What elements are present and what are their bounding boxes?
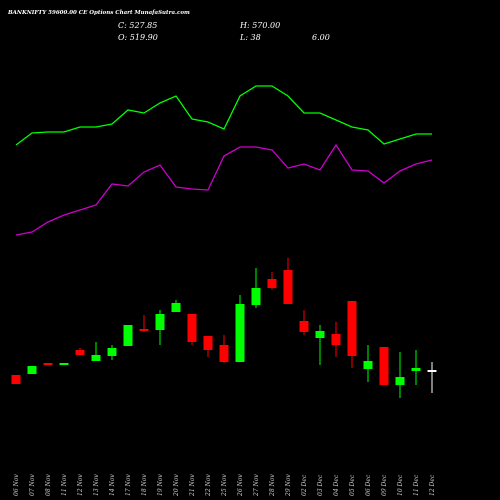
candle-body: [11, 375, 21, 384]
x-tick-label: 18 Nov: [141, 474, 148, 496]
x-tick-label: 03 Dec: [317, 474, 324, 496]
candle-body: [59, 363, 69, 365]
x-tick-label: 04 Dec: [333, 474, 340, 496]
candle-body: [379, 347, 389, 385]
candle-body: [299, 321, 309, 332]
candle-body: [427, 370, 437, 372]
candle-body: [203, 336, 213, 350]
x-tick-label: 14 Nov: [109, 474, 116, 496]
x-tick-label: 02 Dec: [301, 474, 308, 496]
x-tick-label: 09 Dec: [381, 474, 388, 496]
chart-title: BANKNIFTY 59600.00 CE Options Chart Muna…: [7, 10, 190, 16]
candle-body: [283, 270, 293, 304]
candle-body: [43, 363, 53, 365]
x-tick-label: 06 Nov: [13, 474, 20, 496]
x-tick-label: 12 Dec: [429, 474, 436, 496]
x-tick-label: 05 Dec: [349, 474, 356, 496]
x-tick-label: 19 Nov: [157, 474, 164, 496]
x-tick-label: 11 Dec: [413, 474, 420, 496]
x-tick-label: 27 Nov: [253, 474, 260, 497]
x-tick-label: 07 Nov: [29, 474, 36, 496]
x-tick-label: 26 Nov: [237, 474, 244, 497]
x-tick-label: 11 Nov: [61, 474, 68, 496]
x-tick-label: 21 Nov: [189, 474, 196, 497]
candle-body: [347, 301, 357, 356]
candle-body: [235, 304, 245, 362]
candle-body: [395, 377, 405, 385]
x-tick-label: 13 Nov: [93, 474, 100, 496]
low-label: L: 38: [239, 33, 261, 42]
candle-body: [363, 361, 373, 369]
candle-body: [251, 288, 261, 305]
candle-body: [155, 314, 165, 330]
x-tick-label: 06 Dec: [365, 474, 372, 496]
x-tick-label: 28 Nov: [269, 474, 276, 497]
x-tick-label: 08 Nov: [45, 474, 52, 496]
x-tick-label: 12 Nov: [77, 474, 84, 496]
candle-body: [27, 366, 37, 374]
candle-body: [315, 331, 325, 338]
x-tick-label: 10 Dec: [397, 474, 404, 496]
candle-body: [331, 334, 341, 345]
candle-body: [139, 329, 149, 331]
candle-body: [267, 279, 277, 288]
indicator-line: [15, 143, 433, 236]
candle-body: [171, 303, 181, 312]
x-tick-label: 20 Nov: [173, 474, 180, 497]
x-tick-label: 17 Nov: [125, 474, 132, 496]
candle-body: [219, 345, 229, 362]
open-label: O: 519.90: [118, 33, 158, 42]
candle-body: [187, 314, 197, 342]
candle-body: [107, 348, 117, 356]
indicator-line: [15, 85, 432, 146]
change-label: 6.00: [312, 33, 330, 42]
candle-body: [75, 350, 85, 355]
close-label: C: 527.85: [118, 21, 157, 30]
x-tick-label: 29 Nov: [285, 474, 292, 497]
candle-body: [91, 355, 101, 361]
candle-body: [411, 368, 421, 371]
x-tick-label: 22 Nov: [205, 474, 212, 497]
candle-body: [123, 325, 133, 346]
high-label: H: 570.00: [239, 21, 280, 30]
x-tick-label: 25 Nov: [221, 474, 228, 497]
